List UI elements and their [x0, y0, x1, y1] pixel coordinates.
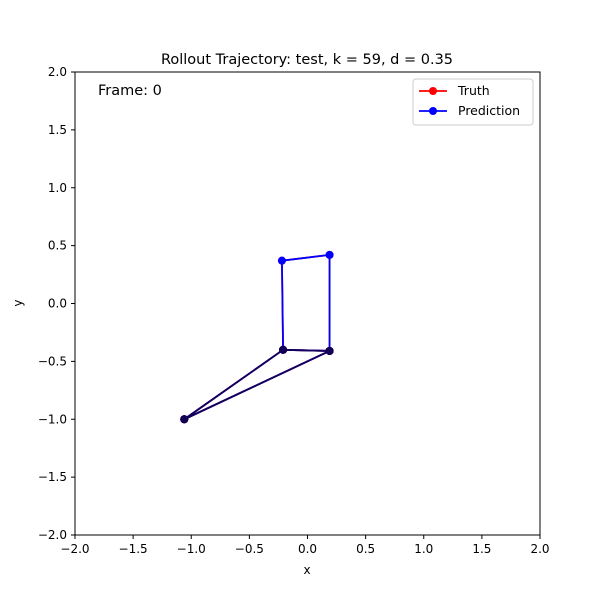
y-tick-label: 1.5 [48, 123, 67, 137]
legend-entries: Truth Prediction [419, 83, 520, 118]
y-tick-label: 0.0 [48, 297, 67, 311]
x-tick-label: 2.0 [530, 542, 549, 556]
series-layer [180, 250, 334, 424]
y-tick-label: −0.5 [38, 354, 67, 368]
frame-annotation: Frame: 0 [98, 83, 162, 99]
legend: Truth Prediction [412, 78, 534, 126]
y-tick-label: 2.0 [48, 65, 67, 79]
x-tick-label: −1.5 [119, 542, 148, 556]
legend-label: Truth [457, 83, 490, 98]
y-tick-label: 1.0 [48, 181, 67, 195]
axes-frame [74, 71, 541, 536]
y-tick-label: −1.5 [38, 470, 67, 484]
data-point [325, 250, 334, 259]
data-point [277, 256, 286, 265]
legend-marker [429, 107, 437, 115]
overlap-layer [180, 345, 334, 424]
x-tick-label: −2.0 [60, 542, 89, 556]
legend-entry-truth: Truth [419, 83, 490, 98]
overlap-line [183, 348, 331, 421]
series-line [183, 253, 331, 421]
y-tick-label: −2.0 [38, 528, 67, 542]
x-tick-label: 1.0 [414, 542, 433, 556]
x-tick-label: 0.5 [356, 542, 375, 556]
series-line [183, 253, 331, 421]
x-tick-label: 0.0 [298, 542, 317, 556]
x-tick-label: −0.5 [235, 542, 264, 556]
y-tick-label: 0.5 [48, 239, 67, 253]
series-truth [180, 250, 334, 424]
legend-label: Prediction [458, 103, 520, 118]
y-tick-label: −1.0 [38, 412, 67, 426]
legend-marker [429, 87, 437, 95]
legend-entry-prediction: Prediction [419, 103, 520, 118]
y-axis-label: y [11, 299, 25, 306]
series-prediction [180, 250, 334, 424]
x-axis-label: x [303, 563, 310, 577]
chart-title: Rollout Trajectory: test, k = 59, d = 0.… [161, 52, 453, 68]
x-tick-label: 1.5 [472, 542, 491, 556]
tick-layer: −2.0 −1.5 −1.0 −0.5 0.0 0.5 1.0 1.5 2.0 2.0 1.5 1.0… [38, 65, 550, 556]
x-tick-label: −1.0 [177, 542, 206, 556]
